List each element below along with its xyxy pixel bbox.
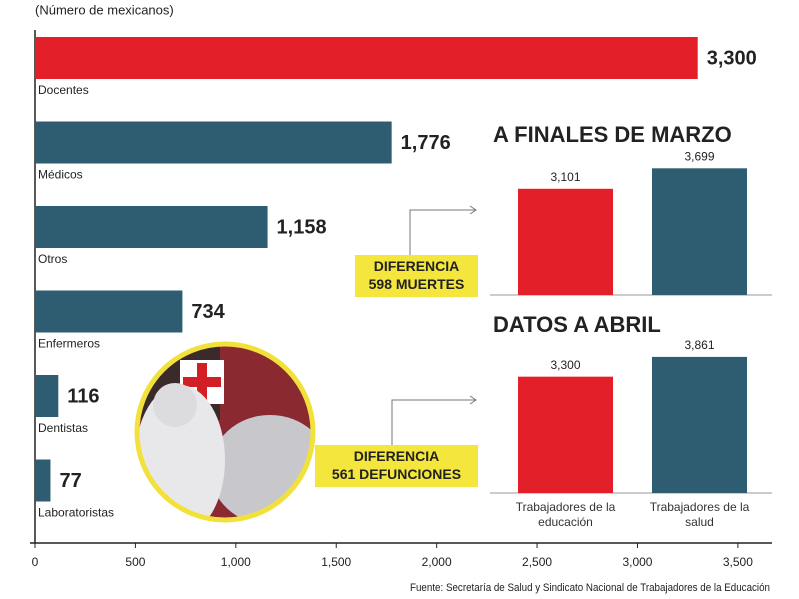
category-label: Otros [38, 252, 67, 266]
bar [652, 168, 747, 295]
annotation-line: DIFERENCIA [354, 448, 440, 464]
x-tick-label: 2,500 [522, 555, 552, 569]
x-tick-label: 3,500 [723, 555, 753, 569]
bar [35, 121, 392, 164]
value-label: 3,101 [550, 170, 580, 184]
bar [518, 188, 613, 295]
category-label: Dentistas [38, 421, 88, 435]
bar [652, 356, 747, 493]
value-label: 3,300 [707, 47, 757, 69]
bar [518, 376, 613, 493]
inset-title: A FINALES DE MARZO [493, 122, 732, 147]
x-tick-label: 2,000 [422, 555, 452, 569]
photo [134, 341, 316, 523]
annotation: DIFERENCIA 561 DEFUNCIONES [332, 448, 461, 482]
x-tick-label: 3,000 [622, 555, 652, 569]
value-label: 1,158 [277, 216, 327, 238]
annotation: DIFERENCIA 598 MUERTES [369, 258, 465, 292]
category-label: Trabajadores de la salud [649, 500, 750, 529]
category-label: Docentes [38, 83, 89, 97]
bar [35, 37, 698, 79]
value-label: 3,861 [684, 338, 714, 352]
bar [35, 375, 59, 417]
connectors [391, 205, 477, 450]
annotation-line: DIFERENCIA [374, 258, 460, 274]
annotation-box [315, 445, 478, 487]
value-label: 116 [67, 385, 99, 407]
value-label: 77 [59, 470, 81, 492]
category-label: Médicos [38, 168, 83, 182]
value-label: 734 [191, 301, 225, 323]
x-tick-label: 500 [125, 555, 145, 569]
value-label: 1,776 [401, 132, 451, 154]
value-label: 3,699 [684, 149, 714, 163]
category-label: Trabajadores de la educación [515, 500, 616, 529]
x-tick-label: 1,500 [321, 555, 351, 569]
inset-title: DATOS A ABRIL [493, 312, 661, 337]
subtitle: (Número de mexicanos) [35, 2, 174, 17]
value-label: 3,300 [550, 358, 580, 372]
x-tick-label: 1,000 [221, 555, 251, 569]
annotation-line: 561 DEFUNCIONES [332, 466, 461, 482]
category-label: Laboratoristas [38, 506, 114, 520]
bar [35, 459, 51, 502]
bar [35, 290, 183, 333]
category-label: Enfermeros [38, 337, 100, 351]
annotation-box [355, 255, 478, 297]
annotation-line: 598 MUERTES [369, 276, 465, 292]
source: Fuente: Secretaría de Salud y Sindicato … [410, 582, 770, 594]
bar [35, 206, 268, 248]
x-tick-label: 0 [32, 555, 39, 569]
